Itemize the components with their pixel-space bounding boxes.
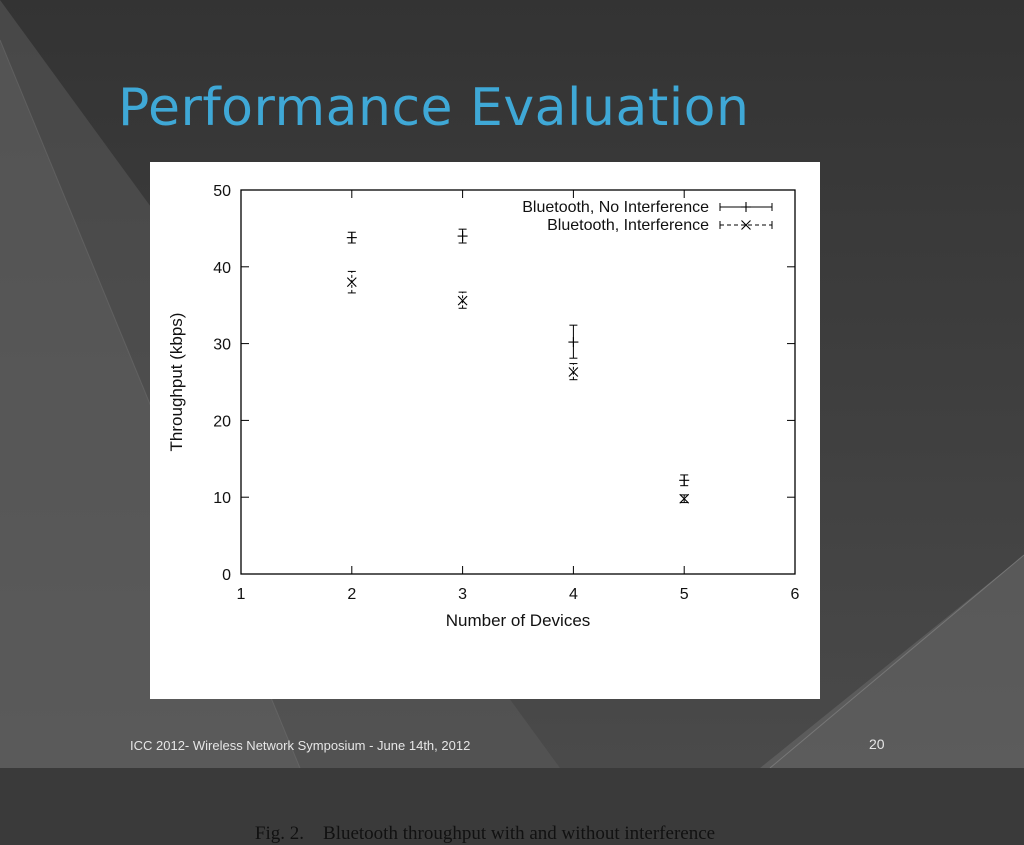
slide-title: Performance Evaluation: [118, 78, 750, 138]
legend-label: Bluetooth, No Interference: [522, 199, 709, 216]
footer-text: ICC 2012- Wireless Network Symposium - J…: [130, 738, 471, 753]
x-tick-label: 6: [791, 586, 800, 603]
y-axis-label: Throughput (kbps): [167, 313, 186, 452]
x-tick-label: 3: [458, 586, 467, 603]
data-point-series-2: [346, 277, 357, 288]
data-point-series-2: [568, 367, 579, 377]
plot-frame: [240, 189, 796, 575]
data-point-series-2: [679, 493, 690, 504]
x-tick-label: 2: [347, 586, 356, 603]
x-axis-label: Number of Devices: [446, 611, 591, 630]
x-tick-label: 1: [237, 586, 246, 603]
y-tick-label: 50: [213, 183, 231, 200]
x-tick-label: 5: [680, 586, 689, 603]
throughput-chart: 1 2 3 4 5 6 0 10 20 30 40 50 Number of Devices Throug…: [167, 183, 800, 630]
x-tick-label: 4: [569, 586, 578, 603]
y-tick-label: 0: [222, 567, 231, 584]
figure-panel: 1 2 3 4 5 6 0 10 20 30 40 50 Number of Devices Throug…: [150, 162, 820, 844]
y-tick-label: 10: [213, 490, 231, 507]
y-tick-label: 20: [213, 413, 231, 430]
legend-marker: [741, 220, 751, 230]
slide-number: 20: [869, 736, 885, 752]
legend-label: Bluetooth, Interference: [547, 217, 709, 234]
y-tick-label: 40: [213, 260, 231, 277]
data-point-series-2: [457, 295, 468, 306]
figure-caption: Fig. 2. Bluetooth throughput with and wi…: [254, 823, 716, 844]
y-tick-label: 30: [213, 337, 231, 354]
